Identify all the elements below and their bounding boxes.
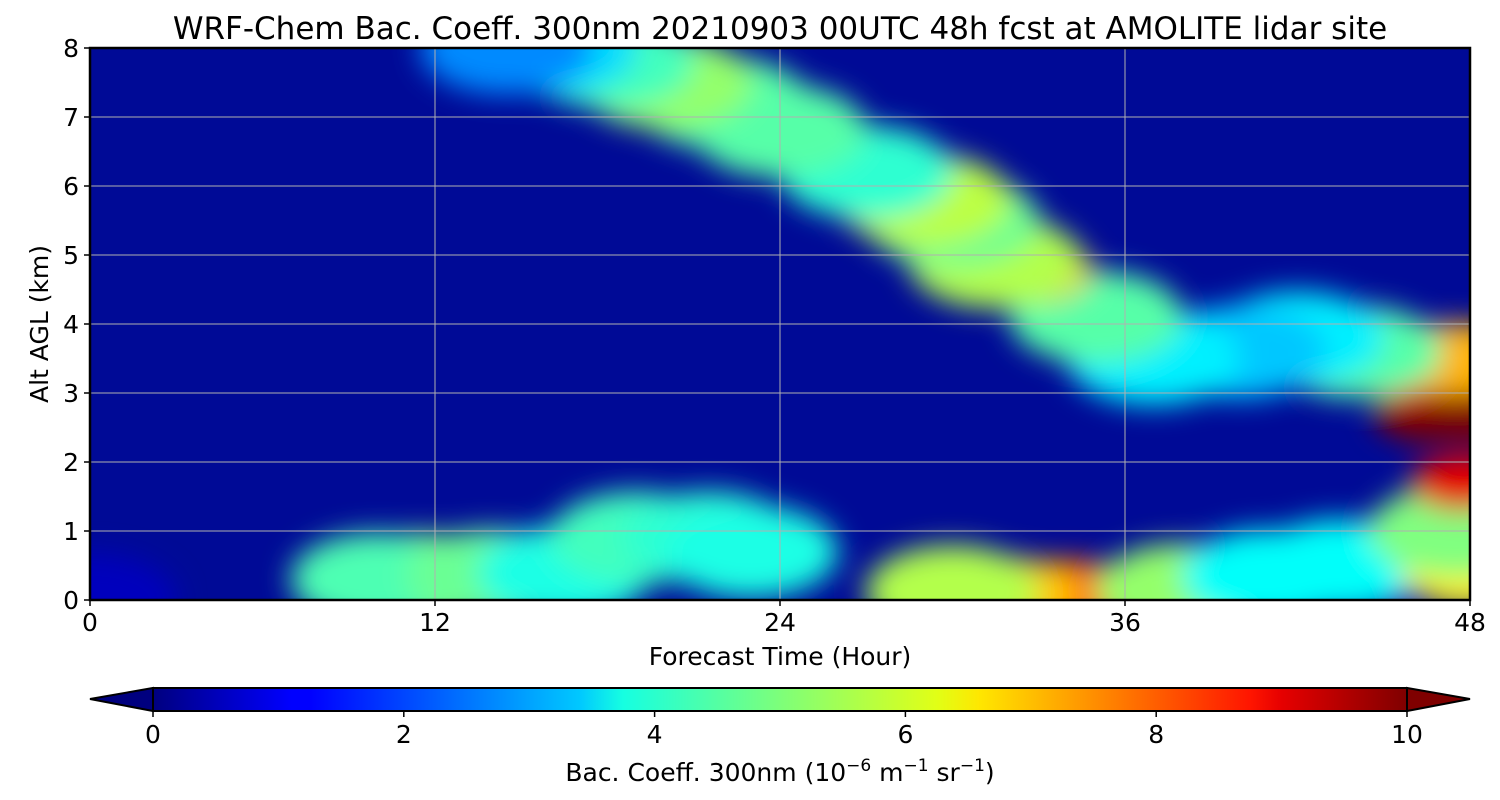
y-tick-label: 5 bbox=[63, 241, 79, 270]
chart-title: WRF-Chem Bac. Coeff. 300nm 20210903 00UT… bbox=[173, 11, 1387, 47]
heatmap-cell bbox=[865, 545, 1040, 600]
colorbar-label: Bac. Coeff. 300nm (10−6 m−1 sr−1) bbox=[565, 756, 994, 787]
x-axis-ticks: 0 12 24 36 48 bbox=[82, 600, 1486, 637]
colorbar-tick-label: 0 bbox=[145, 720, 161, 749]
y-axis-label: Alt AGL (km) bbox=[25, 245, 54, 403]
colorbar-tick-label: 10 bbox=[1391, 720, 1423, 749]
y-tick-label: 7 bbox=[63, 103, 79, 132]
heatmap-cell bbox=[1411, 454, 1470, 512]
colorbar-tick-label: 6 bbox=[897, 720, 913, 749]
y-tick-label: 0 bbox=[63, 586, 79, 615]
x-tick-label: 0 bbox=[82, 608, 98, 637]
heatmap-field bbox=[90, 48, 1470, 600]
x-tick-label: 12 bbox=[419, 608, 451, 637]
colorbar-ticks: 0 2 4 6 8 10 bbox=[145, 711, 1423, 749]
x-tick-label: 48 bbox=[1454, 608, 1486, 637]
y-axis-ticks: 0 1 2 3 4 5 6 7 8 bbox=[63, 34, 90, 615]
y-tick-label: 2 bbox=[63, 448, 79, 477]
colorbar-extend-high bbox=[1406, 686, 1471, 713]
colorbar-bar bbox=[152, 687, 1408, 712]
heatmap-cell bbox=[420, 48, 594, 95]
y-tick-label: 4 bbox=[63, 310, 79, 339]
x-tick-label: 24 bbox=[764, 608, 796, 637]
heatmap-cell bbox=[664, 505, 839, 599]
colorbar-tick-label: 4 bbox=[647, 720, 663, 749]
x-tick-label: 36 bbox=[1109, 608, 1141, 637]
y-tick-label: 1 bbox=[63, 517, 79, 546]
y-tick-label: 8 bbox=[63, 34, 79, 63]
colorbar-extend-low bbox=[89, 686, 154, 713]
colorbar-tick-label: 2 bbox=[396, 720, 412, 749]
colorbar: 0 2 4 6 8 10 Bac. Coeff. 300nm (10−6 m−1 sr−1… bbox=[89, 686, 1471, 787]
x-axis-label: Forecast Time (Hour) bbox=[649, 642, 912, 671]
y-tick-label: 3 bbox=[63, 379, 79, 408]
heatmap-cell bbox=[90, 553, 177, 600]
heatmap-cell bbox=[1416, 385, 1470, 443]
y-tick-label: 6 bbox=[63, 172, 79, 201]
colorbar-tick-label: 8 bbox=[1148, 720, 1164, 749]
